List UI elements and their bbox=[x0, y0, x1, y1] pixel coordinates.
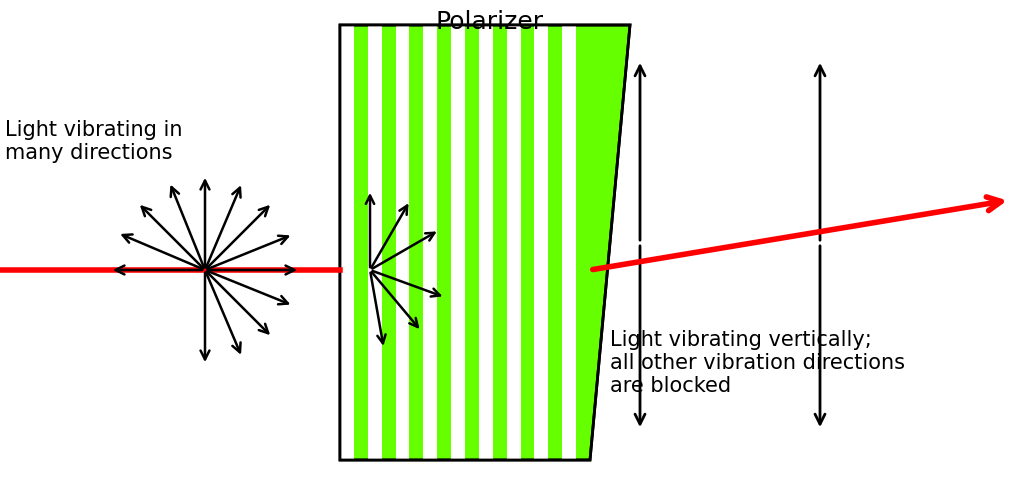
Text: Light vibrating vertically;
all other vibration directions
are blocked: Light vibrating vertically; all other vi… bbox=[610, 330, 905, 396]
Polygon shape bbox=[340, 25, 354, 460]
Polygon shape bbox=[368, 25, 382, 460]
Polygon shape bbox=[340, 25, 630, 460]
Polygon shape bbox=[395, 25, 410, 460]
Polygon shape bbox=[423, 25, 437, 460]
Polygon shape bbox=[562, 25, 577, 460]
Polygon shape bbox=[452, 25, 465, 460]
Text: Light vibrating in
many directions: Light vibrating in many directions bbox=[5, 120, 182, 163]
Polygon shape bbox=[535, 25, 548, 460]
Polygon shape bbox=[479, 25, 493, 460]
Text: Polarizer: Polarizer bbox=[436, 10, 544, 34]
Polygon shape bbox=[507, 25, 520, 460]
